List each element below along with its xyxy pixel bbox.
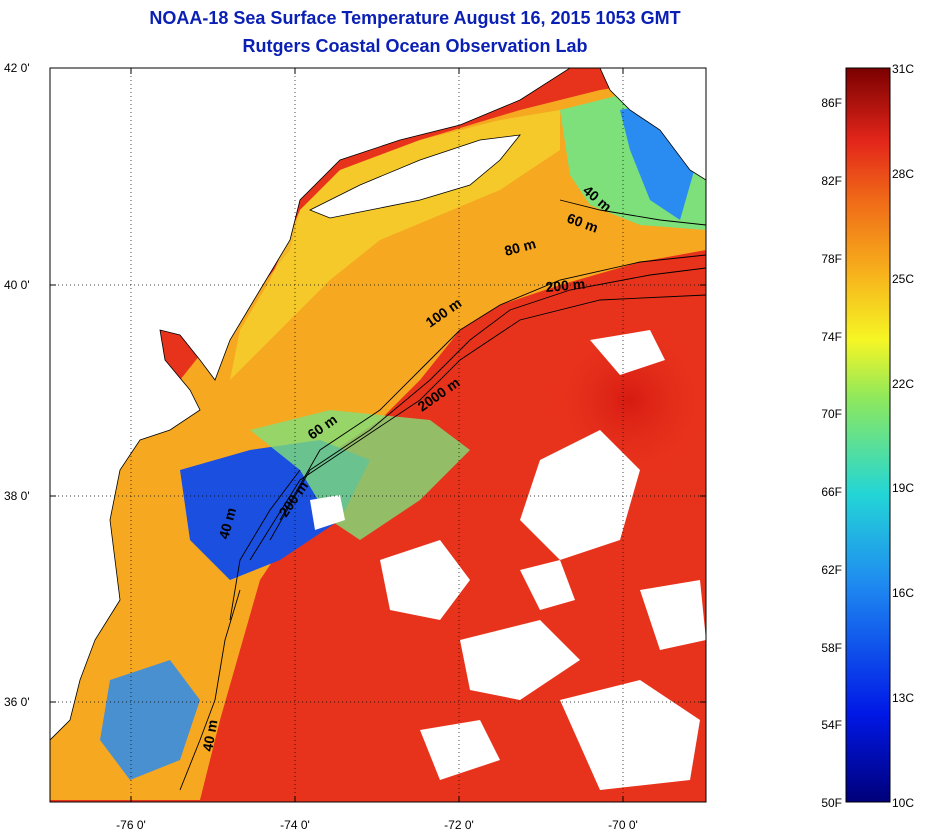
cool-patch-south <box>100 660 200 780</box>
colorbar-f-label: 74F <box>821 330 842 344</box>
colorbar-f-label: 54F <box>821 718 842 732</box>
lon-label: -74 0' <box>280 818 310 832</box>
lon-label: -72 0' <box>444 818 474 832</box>
colorbar-c-label: 13C <box>892 691 915 705</box>
lon-label: -70 0' <box>608 818 638 832</box>
lon-label: -76 0' <box>116 818 146 832</box>
cloud-cover <box>310 330 706 790</box>
axis-ticks <box>50 68 706 802</box>
colorbar-c-label: 28C <box>892 167 915 181</box>
lat-label: 40 0' <box>4 278 30 292</box>
isobath-contours <box>179 199 707 791</box>
colorbar-c-label: 25C <box>892 272 915 286</box>
map-title: NOAA-18 Sea Surface Temperature August 1… <box>149 8 681 28</box>
colorbar-f-label: 82F <box>821 174 842 188</box>
colorbar-f-label: 70F <box>821 407 842 421</box>
lat-label: 36 0' <box>4 695 30 709</box>
shelf-water <box>50 68 706 800</box>
map-area <box>50 68 706 802</box>
colorbar-f-label: 86F <box>821 96 842 110</box>
isobath-label: 200 m <box>545 276 586 295</box>
isobath-label: 40 m <box>215 506 239 541</box>
colorbar-c-label: 16C <box>892 586 915 600</box>
lat-label: 42 0' <box>4 61 30 75</box>
colorbar-c-label: 10C <box>892 796 915 810</box>
map-frame <box>49 67 707 803</box>
colorbar-c-label: 31C <box>892 62 915 76</box>
isobath-label: 40 m <box>199 718 220 752</box>
map-subtitle: Rutgers Coastal Ocean Observation Lab <box>242 36 588 56</box>
colorbar-f-label: 50F <box>821 796 842 810</box>
colorbar-c-label: 22C <box>892 377 915 391</box>
colorbar-f-label: 78F <box>821 252 842 266</box>
colorbar-f-label: 66F <box>821 485 842 499</box>
land <box>50 68 706 741</box>
colorbar <box>845 67 891 803</box>
colorbar-c-label: 19C <box>892 481 915 495</box>
cool-patch-mid-green <box>250 410 470 540</box>
isobath-label: 80 m <box>503 235 538 259</box>
colorbar-f-label: 62F <box>821 563 842 577</box>
graticule <box>50 68 706 802</box>
lat-label: 38 0' <box>4 489 30 503</box>
colorbar-f-label: 58F <box>821 641 842 655</box>
